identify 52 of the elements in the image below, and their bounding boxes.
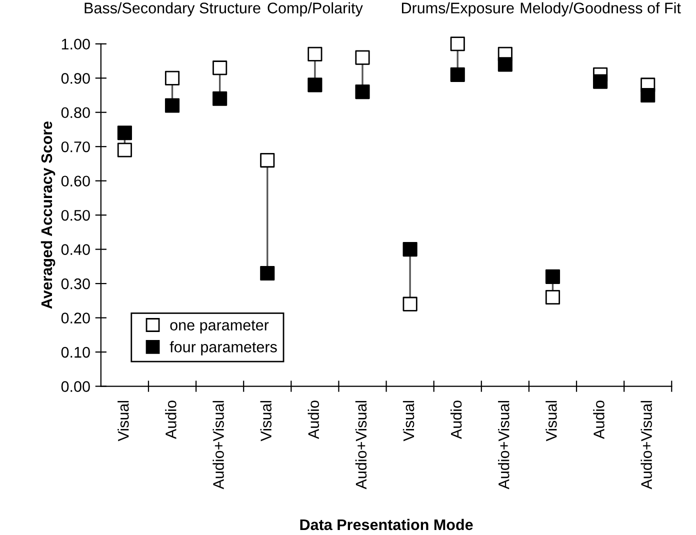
text: Drums/Exposure [402, 2, 514, 16]
x-tick-label: Audio+Visual [498, 400, 510, 490]
point [450, 67, 465, 82]
point [450, 36, 465, 52]
y-tick-label: 0.70 [61, 141, 90, 152]
point [212, 91, 228, 106]
point [164, 70, 180, 86]
x-tick-label: Visual [402, 400, 414, 442]
y-tick-label: 0.90 [61, 72, 90, 84]
point [355, 50, 370, 65]
y-tick-label: 1.00 [62, 38, 90, 50]
x-tick-label: Audio+Visual [355, 400, 367, 490]
x-tick-label: Audio+Visual [640, 400, 652, 490]
x-tick-label: Audio [593, 400, 604, 440]
x-tick-label: Audio [450, 400, 462, 440]
point [402, 296, 418, 312]
point [260, 153, 275, 168]
y-tick-label: 0.30 [61, 278, 90, 290]
y-tick-label: 0.80 [61, 107, 90, 118]
x-tick-label: Audio+Visual [212, 400, 224, 490]
point [164, 98, 180, 113]
y-tick-label: 0.10 [61, 346, 90, 358]
point [545, 290, 560, 305]
point [640, 88, 656, 103]
point [212, 60, 228, 76]
y-tick-label: 0.00 [61, 381, 90, 392]
point [545, 269, 560, 284]
x-axis-title: Data Presentation Mode [300, 518, 473, 530]
y-axis-title: Averaged Accuracy Score [40, 121, 56, 309]
x-tick-label: Audio [308, 400, 320, 440]
point [117, 142, 132, 158]
point [308, 46, 322, 62]
point [260, 266, 275, 281]
point [498, 57, 512, 72]
x-tick-label: Visual [546, 400, 557, 442]
text: Comp/Polarity [268, 2, 363, 16]
y-tick-label: 0.20 [61, 312, 90, 324]
x-tick-label: Visual [118, 400, 129, 442]
y-tick-label: 0.50 [61, 210, 90, 221]
x-tick-label: Visual [260, 400, 272, 442]
point [308, 78, 322, 92]
point [117, 126, 132, 140]
y-tick-label: 0.40 [61, 244, 90, 255]
y-tick-label: 0.60 [61, 176, 90, 187]
point [402, 242, 418, 257]
legend-label: one parameter [170, 320, 269, 334]
x-tick-label: Audio [165, 400, 176, 440]
point [593, 74, 608, 89]
point [355, 84, 370, 100]
legend-label: four parameters [170, 341, 277, 356]
text: Bass/Secondary Structure [84, 2, 260, 16]
text: Melody/Goodness of Fit [520, 2, 681, 16]
